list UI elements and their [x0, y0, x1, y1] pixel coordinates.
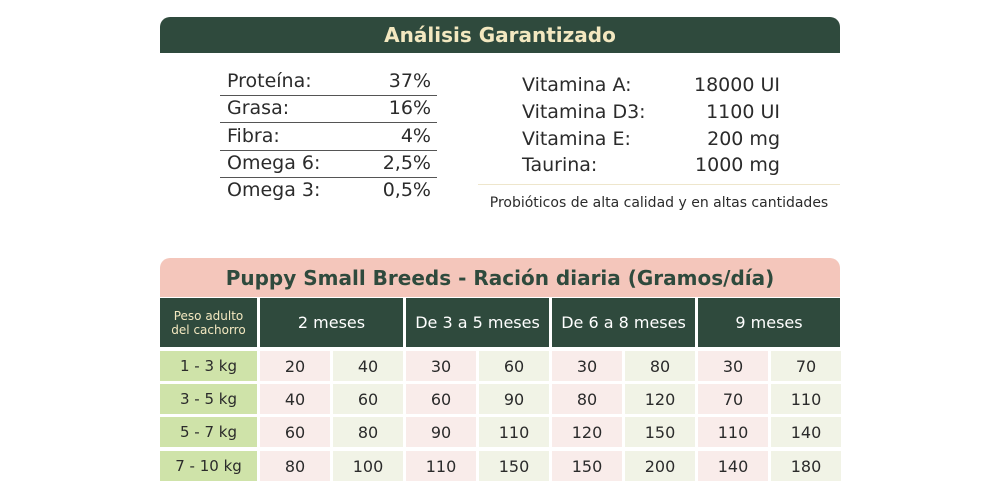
- ration-cell: 200: [625, 451, 695, 481]
- corner-header: Peso adulto del cachorro: [160, 298, 257, 347]
- vitamin-label: Vitamina A:: [522, 74, 632, 96]
- vitamin-label: Vitamina E:: [522, 127, 631, 150]
- column-header: 2 meses: [260, 298, 403, 347]
- ration-cell: 90: [406, 417, 476, 447]
- vitamin-label: Taurina:: [522, 154, 598, 177]
- weight-cell: 3 - 5 kg: [160, 384, 257, 414]
- row-line: [220, 176, 437, 178]
- nutrient-label: Omega 3:: [227, 179, 321, 202]
- divider: [478, 184, 840, 185]
- ration-cell: 100: [333, 451, 403, 481]
- ration-cell: 90: [479, 384, 549, 414]
- ration-cell: 180: [771, 451, 841, 481]
- ration-cell: 80: [552, 384, 622, 414]
- column-header: 9 meses: [698, 298, 840, 347]
- ration-cell: 110: [698, 417, 768, 447]
- ration-cell: 80: [625, 351, 695, 381]
- ration-cell: 150: [479, 451, 549, 481]
- ration-cell: 30: [698, 351, 768, 381]
- ration-cell: 60: [333, 384, 403, 414]
- ration-cell: 120: [552, 417, 622, 447]
- ration-cell: 70: [698, 384, 768, 414]
- ration-cell: 110: [479, 417, 549, 447]
- row-line: [220, 149, 437, 151]
- ration-cell: 80: [260, 451, 330, 481]
- ration-cell: 110: [771, 384, 841, 414]
- weight-cell: 1 - 3 kg: [160, 351, 257, 381]
- ration-cell: 40: [333, 351, 403, 381]
- nutrient-value: 37%: [388, 70, 431, 92]
- ration-cell: 110: [406, 451, 476, 481]
- nutrient-value: 2,5%: [382, 151, 431, 174]
- ration-cell: 30: [406, 351, 476, 381]
- row-line: [220, 95, 437, 96]
- vitamin-value: 1100 UI: [706, 100, 780, 123]
- nutrient-label: Fibra:: [227, 124, 280, 147]
- ration-cell: 20: [260, 351, 330, 381]
- ration-cell: 70: [771, 351, 841, 381]
- nutrient-label: Proteína:: [227, 70, 312, 92]
- vitamin-value: 1000 mg: [695, 154, 780, 177]
- weight-cell: 7 - 10 kg: [160, 451, 257, 481]
- row-line: [220, 122, 437, 124]
- ration-cell: 150: [552, 451, 622, 481]
- nutrient-value: 4%: [400, 124, 431, 147]
- nutrient-label: Grasa:: [227, 97, 290, 120]
- weight-cell: 5 - 7 kg: [160, 417, 257, 447]
- vitamin-value: 18000 UI: [694, 74, 780, 96]
- ration-cell: 60: [406, 384, 476, 414]
- ration-cell: 60: [479, 351, 549, 381]
- note: Probióticos de alta calidad y en altas c…: [489, 195, 829, 211]
- ration-cell: 150: [625, 417, 695, 447]
- ration-cell: 40: [260, 384, 330, 414]
- ration-cell: 30: [552, 351, 622, 381]
- ration-title: Puppy Small Breeds - Ración diaria (Gram…: [160, 258, 840, 297]
- ration-cell: 140: [771, 417, 841, 447]
- ration-cell: 140: [698, 451, 768, 481]
- vitamin-label: Vitamina D3:: [522, 100, 646, 123]
- column-header: De 6 a 8 meses: [552, 298, 695, 347]
- nutrient-label: Omega 6:: [227, 151, 321, 174]
- nutrient-value: 0,5%: [382, 179, 431, 202]
- column-header: De 3 a 5 meses: [406, 298, 549, 347]
- vitamin-value: 200 mg: [707, 127, 780, 150]
- nutrient-value: 16%: [388, 97, 431, 120]
- ration-cell: 60: [260, 417, 330, 447]
- ration-cell: 80: [333, 417, 403, 447]
- analysis-title: Análisis Garantizado: [160, 17, 840, 53]
- ration-cell: 120: [625, 384, 695, 414]
